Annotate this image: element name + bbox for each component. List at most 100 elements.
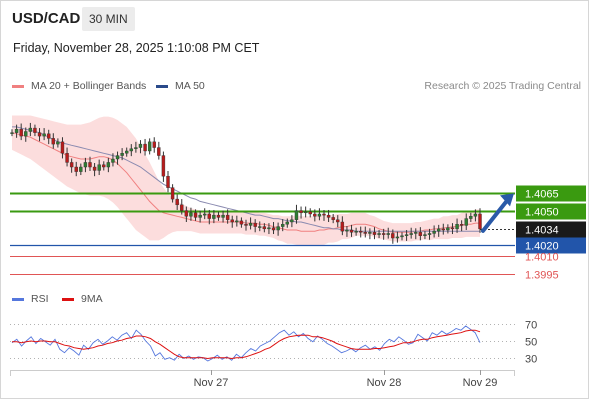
candle-body-1: [14, 129, 19, 133]
currency-pair-title: USD/CAD: [12, 10, 81, 27]
candle-body-88: [414, 232, 418, 234]
legend-label-ma20: MA 20 + Bollinger Bands: [31, 80, 147, 92]
candle-body-60: [285, 221, 289, 225]
candle-body-30: [147, 141, 152, 152]
time-tick-label-0: Nov 27: [194, 377, 229, 389]
candle-body-89: [418, 232, 423, 236]
candle-body-23: [115, 155, 120, 160]
forecast-arrow-layer: [481, 193, 514, 233]
candle-body-74: [349, 229, 354, 233]
chart-datetime: Friday, November 28, 2025 1:10:08 PM CET: [13, 41, 260, 55]
legend-label-rsi: RSI: [31, 293, 49, 305]
candle-body-44: [212, 214, 216, 219]
candle-body-81: [381, 233, 386, 235]
candle-body-13: [69, 162, 74, 168]
candle-body-79: [372, 232, 377, 235]
time-axis: Nov 27 Nov 28 Nov 29: [10, 370, 515, 389]
candle-body-62: [294, 210, 299, 220]
candle-body-32: [157, 147, 161, 156]
level-1-4020-label: 1.4020: [525, 241, 559, 253]
candle-body-56: [267, 227, 271, 230]
candle-body-94: [441, 228, 445, 231]
legend-ma20-bollinger: MA 20 + Bollinger Bands: [12, 80, 146, 92]
candle-body-92: [432, 230, 436, 234]
candle-body-21: [106, 162, 111, 168]
rsi-line: [11, 325, 481, 362]
candle-body-18: [92, 166, 97, 171]
rsi-panel: 70 50 30: [10, 320, 537, 366]
candle-body-11: [60, 141, 65, 154]
candle-body-65: [308, 211, 312, 215]
candle-body-66: [313, 213, 317, 217]
level-1-4065-label: 1.4065: [525, 189, 559, 201]
candle-body-63: [299, 210, 303, 214]
level-1-3995-label: 1.3995: [525, 270, 559, 282]
rsi-ma-line: [12, 329, 481, 360]
rsi-tick-30: 30: [525, 354, 537, 366]
candle-body-36: [175, 198, 179, 206]
candle-body-34: [166, 175, 170, 188]
candle-body-8: [47, 133, 51, 139]
candle-body-52: [248, 222, 253, 226]
candle-body-4: [28, 127, 33, 132]
candle-body-22: [111, 158, 115, 163]
level-1-4050-label: 1.4050: [525, 207, 559, 219]
candle-body-69: [326, 214, 331, 218]
candle-body-78: [368, 232, 372, 234]
forecast-arrow-shaft: [481, 197, 510, 233]
candle-body-93: [437, 228, 441, 232]
candle-body-51: [244, 224, 248, 226]
candle-body-54: [258, 226, 262, 228]
candle-body-61: [290, 219, 294, 223]
candle-body-87: [409, 233, 413, 235]
candle-body-29: [143, 143, 147, 152]
candle-body-3: [24, 131, 28, 137]
candle-body-64: [303, 211, 308, 214]
candle-body-57: [271, 227, 276, 231]
legend-swatch-rsi: [12, 297, 24, 301]
legend-swatch-ma50: [156, 84, 168, 88]
candle-body-15: [79, 166, 83, 172]
candle-body-6: [37, 132, 42, 137]
candle-body-58: [276, 226, 280, 231]
candle-body-16: [83, 162, 88, 168]
level-1-4065-tag: [516, 185, 586, 202]
candle-body-42: [203, 213, 207, 216]
candle-body-19: [97, 164, 101, 171]
rsi-tick-70: 70: [525, 320, 537, 332]
candle-body-45: [216, 214, 221, 218]
candle-body-48: [230, 219, 234, 223]
candle-body-72: [340, 221, 345, 232]
candle-body-26: [129, 148, 133, 152]
candle-body-41: [198, 214, 202, 218]
candle-body-96: [450, 227, 455, 230]
candle-body-24: [120, 153, 124, 156]
legend-swatch-rsi-ma: [62, 297, 74, 301]
candle-body-80: [377, 233, 381, 235]
candle-body-82: [386, 233, 390, 235]
candle-body-98: [459, 224, 464, 226]
candle-body-70: [331, 217, 335, 220]
candle-body-102: [478, 213, 482, 230]
candle-body-86: [404, 234, 409, 236]
legend-swatch-ma20: [12, 84, 24, 88]
candle-body-77: [363, 232, 367, 234]
candle-body-17: [88, 162, 92, 168]
candle-body-71: [336, 219, 340, 223]
candle-body-40: [193, 212, 198, 218]
candle-body-0: [10, 132, 14, 134]
candle-body-5: [33, 127, 37, 133]
chart-header: USD/CAD 30 MIN: [0, 0, 590, 38]
candle-body-47: [225, 214, 230, 220]
candle-body-100: [469, 216, 473, 219]
candle-body-46: [221, 214, 225, 218]
candle-body-83: [391, 233, 395, 239]
candle-body-97: [455, 224, 459, 230]
level-1-4010-label: 1.4010: [525, 252, 559, 264]
legend-ma50: MA 50: [156, 80, 205, 92]
interval-badge[interactable]: 30 MIN: [82, 7, 135, 31]
candle-body-37: [180, 204, 184, 211]
candle-body-91: [427, 233, 432, 235]
